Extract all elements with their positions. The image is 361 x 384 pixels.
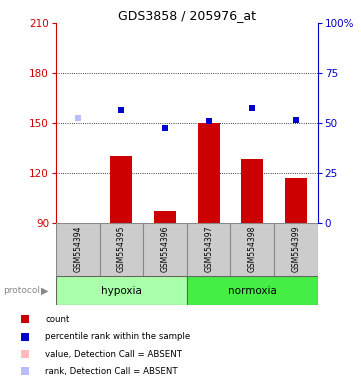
Point	[22, 334, 27, 340]
Text: hypoxia: hypoxia	[101, 286, 142, 296]
Bar	[56, 223, 100, 276]
Text: GSM554397: GSM554397	[204, 225, 213, 272]
Bar	[198, 123, 219, 223]
Bar	[274, 223, 318, 276]
Bar	[187, 276, 318, 305]
Text: protocol: protocol	[4, 286, 40, 295]
Text: value, Detection Call = ABSENT: value, Detection Call = ABSENT	[45, 349, 183, 359]
Point	[293, 116, 299, 122]
Text: GSM554395: GSM554395	[117, 225, 126, 272]
Point	[162, 125, 168, 131]
Point	[118, 106, 124, 113]
Text: count: count	[45, 315, 70, 324]
Text: rank, Detection Call = ABSENT: rank, Detection Call = ABSENT	[45, 367, 178, 376]
Bar	[230, 223, 274, 276]
Bar	[285, 178, 307, 223]
Point	[75, 115, 81, 121]
Text: GSM554396: GSM554396	[161, 225, 170, 272]
Text: GSM554399: GSM554399	[291, 225, 300, 272]
Text: ▶: ▶	[42, 286, 49, 296]
Point	[206, 118, 212, 124]
Text: normoxia: normoxia	[228, 286, 277, 296]
Text: percentile rank within the sample: percentile rank within the sample	[45, 332, 191, 341]
Bar	[100, 223, 143, 276]
Bar	[56, 276, 187, 305]
Text: GSM554398: GSM554398	[248, 225, 257, 272]
Point	[22, 368, 27, 374]
Title: GDS3858 / 205976_at: GDS3858 / 205976_at	[118, 9, 256, 22]
Bar	[242, 159, 263, 223]
Bar	[154, 211, 176, 223]
Point	[22, 351, 27, 357]
Text: GSM554394: GSM554394	[73, 225, 82, 272]
Bar	[143, 223, 187, 276]
Point	[22, 316, 27, 323]
Point	[249, 105, 255, 111]
Bar	[110, 156, 132, 223]
Bar	[187, 223, 230, 276]
